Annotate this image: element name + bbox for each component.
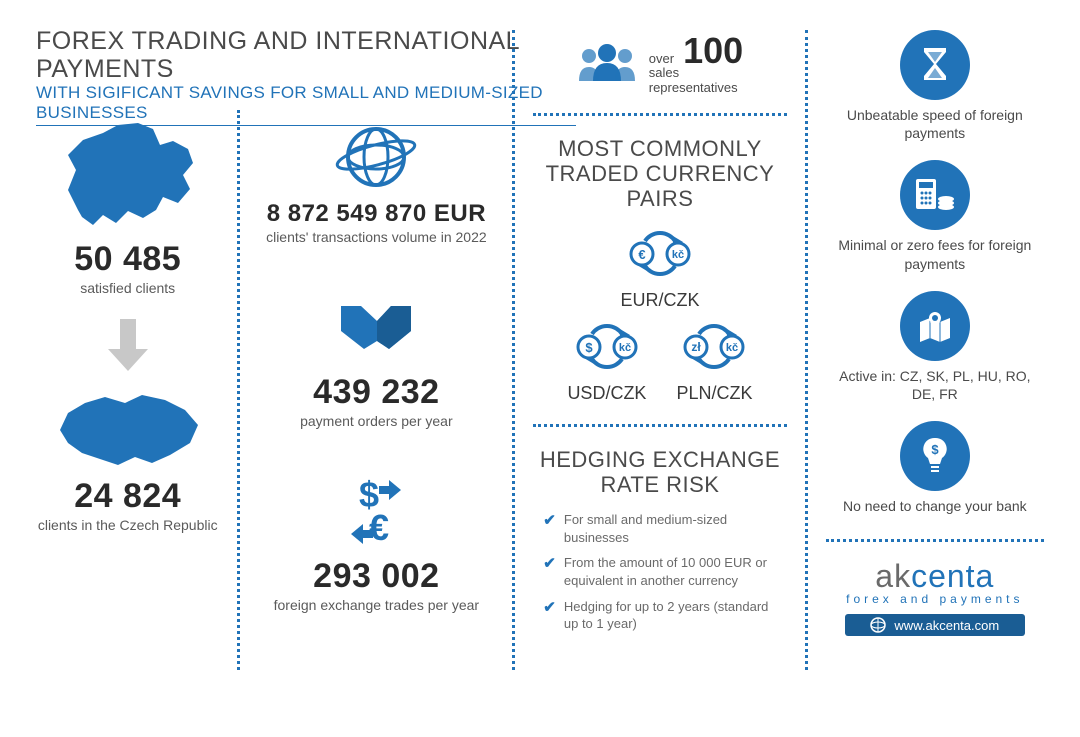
stat-trades: $ € 293 002 foreign exchange trades per … bbox=[258, 467, 494, 614]
pairs-heading: MOST COMMONLY TRADED CURRENCY PAIRS bbox=[533, 136, 786, 212]
europe-label: satisfied clients bbox=[36, 279, 219, 297]
column-benefits: Unbeatable speed of foreign payments Min… bbox=[826, 30, 1044, 707]
reps-sub: sales bbox=[649, 66, 679, 80]
pair-eur-czk: € kč EUR/CZK bbox=[620, 226, 699, 311]
reps-pre: over bbox=[649, 52, 679, 66]
svg-text:$: $ bbox=[931, 442, 939, 457]
europe-map-icon bbox=[36, 110, 219, 240]
website-link[interactable]: www.akcenta.com bbox=[845, 614, 1025, 636]
column-clients: 50 485 satisfied clients 24 824 clients … bbox=[36, 110, 219, 707]
hedge-heading: HEDGING EXCHANGE RATE RISK bbox=[533, 447, 786, 498]
orders-label: payment orders per year bbox=[258, 412, 494, 430]
check-icon: ✔ bbox=[543, 554, 556, 589]
svg-text:$: $ bbox=[585, 340, 593, 355]
column-middle: over sales 100 representatives MOST COMM… bbox=[533, 30, 786, 707]
trades-value: 293 002 bbox=[258, 557, 494, 596]
benefit-speed: Unbeatable speed of foreign payments bbox=[826, 30, 1044, 142]
trades-label: foreign exchange trades per year bbox=[258, 596, 494, 614]
svg-text:€: € bbox=[369, 507, 389, 548]
svg-text:kč: kč bbox=[726, 342, 738, 354]
main-title: FOREX TRADING AND INTERNATIONAL PAYMENTS bbox=[36, 28, 576, 83]
reps-post: representatives bbox=[649, 81, 743, 95]
pair-pln-czk: zł kč PLN/CZK bbox=[676, 319, 752, 404]
check-icon: ✔ bbox=[543, 511, 556, 546]
benefit-bank: $ No need to change your bank bbox=[826, 421, 1044, 515]
stat-europe: 50 485 satisfied clients bbox=[36, 110, 219, 297]
pair-usd-czk: $ kč USD/CZK bbox=[567, 319, 646, 404]
column-stats: 8 872 549 870 EUR clients' transactions … bbox=[258, 110, 494, 707]
czech-label: clients in the Czech Republic bbox=[36, 516, 219, 534]
stat-volume: 8 872 549 870 EUR clients' transactions … bbox=[258, 110, 494, 246]
hourglass-icon bbox=[900, 30, 970, 100]
stat-czech: 24 824 clients in the Czech Republic bbox=[36, 382, 219, 534]
globe-small-icon bbox=[870, 617, 886, 633]
benefit-countries: Active in: CZ, SK, PL, HU, RO, DE, FR bbox=[826, 291, 1044, 403]
logo: akcenta bbox=[826, 558, 1044, 595]
arrow-down-icon bbox=[103, 319, 153, 374]
svg-text:zł: zł bbox=[692, 340, 702, 354]
header: FOREX TRADING AND INTERNATIONAL PAYMENTS… bbox=[36, 28, 576, 126]
svg-text:kč: kč bbox=[672, 249, 684, 261]
logo-tagline: forex and payments bbox=[826, 592, 1044, 606]
stat-orders: 439 232 payment orders per year bbox=[258, 283, 494, 430]
hedge-list: ✔For small and medium-sized businesses ✔… bbox=[533, 511, 786, 640]
volume-value: 8 872 549 870 EUR bbox=[258, 200, 494, 228]
calculator-coins-icon bbox=[900, 160, 970, 230]
europe-value: 50 485 bbox=[36, 240, 219, 279]
check-icon: ✔ bbox=[543, 598, 556, 633]
czech-map-icon bbox=[36, 382, 219, 477]
volume-label: clients' transactions volume in 2022 bbox=[258, 228, 494, 246]
svg-text:kč: kč bbox=[619, 342, 631, 354]
logo-block: akcenta forex and payments www.akcenta.c… bbox=[826, 558, 1044, 636]
handshake-icon bbox=[258, 283, 494, 373]
svg-text:€: € bbox=[638, 247, 645, 262]
orders-value: 439 232 bbox=[258, 373, 494, 412]
benefit-fees: Minimal or zero fees for foreign payment… bbox=[826, 160, 1044, 272]
czech-value: 24 824 bbox=[36, 477, 219, 516]
lightbulb-dollar-icon: $ bbox=[900, 421, 970, 491]
people-icon bbox=[577, 41, 637, 83]
sub-title: WITH SIGIFICANT SAVINGS FOR SMALL AND ME… bbox=[36, 83, 576, 126]
currency-exchange-icon: $ € bbox=[258, 467, 494, 557]
reps-num: 100 bbox=[683, 30, 743, 72]
map-pin-icon bbox=[900, 291, 970, 361]
